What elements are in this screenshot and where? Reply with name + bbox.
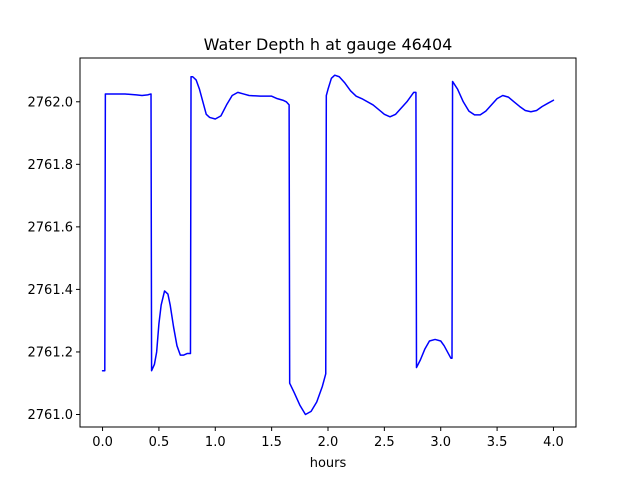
x-tick-label: 2.0 <box>318 435 339 450</box>
x-axis-label: hours <box>310 456 347 471</box>
x-tick-label: 3.5 <box>487 435 508 450</box>
plot-area: 0.0 0.5 1.0 1.5 2.0 2.5 3.0 3.5 4.0 2761.0 2761.2 2… <box>28 57 577 450</box>
series-line-0 <box>101 74 555 416</box>
chart-title: Water Depth h at gauge 46404 <box>204 35 453 54</box>
y-tick-label: 2761.0 <box>28 408 74 423</box>
x-tick-label: 1.5 <box>261 435 282 450</box>
x-tick-label: 3.0 <box>430 435 451 450</box>
y-tick-label: 2761.8 <box>28 158 74 173</box>
x-tick-label: 0.5 <box>149 435 170 450</box>
x-tick-label: 4.0 <box>543 435 564 450</box>
y-tick-label: 2761.6 <box>28 220 74 235</box>
y-tick-label: 2761.4 <box>28 283 74 298</box>
y-tick-label: 2762.0 <box>28 95 74 110</box>
x-tick-label: 2.5 <box>374 435 395 450</box>
y-tick-label: 2761.2 <box>28 345 74 360</box>
x-tick-label: 1.0 <box>205 435 226 450</box>
x-tick-label: 0.0 <box>92 435 113 450</box>
